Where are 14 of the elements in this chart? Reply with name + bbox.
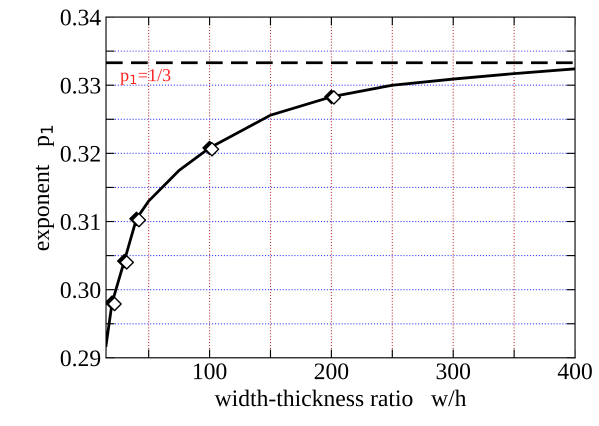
x-axis-title: width-thickness ratio w/h	[214, 390, 466, 406]
y-tick-label: 0.30	[60, 282, 100, 298]
x-tick-label: 200	[314, 363, 348, 380]
y-tick-label: 0.32	[60, 146, 100, 162]
y-axis-title: exponent p$_{1}$	[36, 126, 54, 250]
x-tick-label: 400	[558, 363, 592, 380]
annotation: p$_{1}$=1/3	[120, 69, 170, 85]
y-tick-label: 0.34	[60, 10, 101, 26]
x-tick-label: 300	[436, 363, 470, 380]
y-tick-label: 0.33	[60, 78, 100, 94]
x-tick-label: 100	[194, 363, 226, 380]
y-tick-label: 0.31	[60, 214, 100, 230]
y-tick-label: 0.29	[60, 350, 100, 366]
point	[107, 296, 122, 312]
